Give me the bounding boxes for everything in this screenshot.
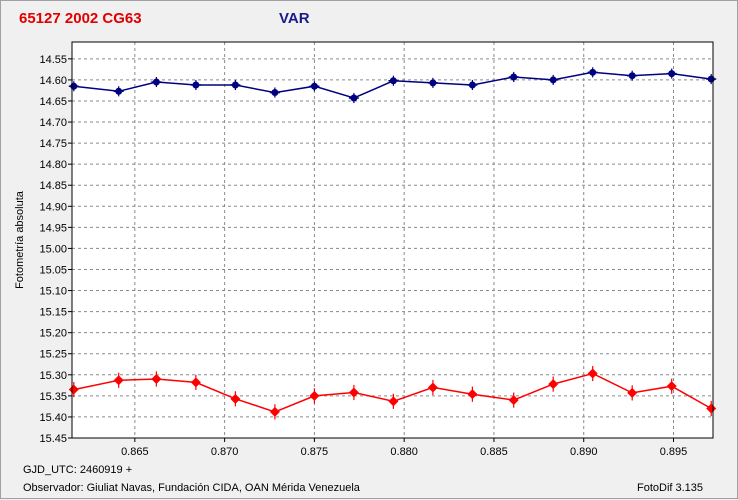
series-0 [68, 67, 717, 104]
y-tick-label: 14.95 [39, 222, 67, 234]
y-tick-label: 14.70 [39, 117, 67, 129]
y-tick-label: 15.15 [39, 307, 67, 319]
data-point [151, 374, 162, 385]
x-tick-label: 0.885 [480, 446, 508, 458]
series-layer [68, 67, 717, 420]
data-point [508, 395, 519, 406]
y-tick-label: 15.25 [39, 349, 67, 361]
y-tick-label: 15.30 [39, 370, 67, 382]
data-point [666, 381, 677, 392]
y-tick-label: 15.05 [39, 264, 67, 276]
data-point [388, 396, 399, 407]
y-tick-label: 14.55 [39, 54, 67, 66]
object-title: 65127 2002 CG63 [19, 10, 142, 27]
y-axis-label: Fotometría absoluta [14, 190, 26, 289]
data-point [427, 382, 438, 393]
data-point [230, 393, 241, 404]
y-tick-label: 14.65 [39, 96, 67, 108]
x-tick-label: 0.890 [570, 446, 598, 458]
y-tick-label: 15.45 [39, 433, 67, 445]
x-tick-label: 0.870 [211, 446, 239, 458]
x-tick-label: 0.895 [660, 446, 688, 458]
data-point [68, 384, 79, 395]
data-point [548, 379, 559, 390]
data-point [269, 406, 280, 417]
y-tick-label: 15.10 [39, 286, 67, 298]
series-1 [68, 365, 717, 420]
y-axis-ticks: 14.55 14.60 14.65 14.70 14.75 14.80 14.85 14.90… [39, 54, 72, 445]
data-point [190, 377, 201, 388]
gjd-label: GJD_UTC: 2460919 + [23, 464, 133, 476]
y-tick-label: 14.80 [39, 159, 67, 171]
x-axis-ticks: 0.865 0.870 0.875 0.880 0.885 0.890 0.895 [121, 438, 687, 458]
y-tick-label: 14.60 [39, 75, 67, 87]
y-tick-label: 15.00 [39, 243, 67, 255]
observer-credit: Observador: Giuliat Navas, Fundación CID… [23, 482, 360, 494]
plot-area [72, 42, 713, 438]
plot-border [71, 41, 714, 439]
x-tick-label: 0.875 [301, 446, 329, 458]
data-point [113, 375, 124, 386]
series-title: VAR [279, 10, 310, 27]
x-tick-label: 0.865 [121, 446, 149, 458]
data-point [348, 387, 359, 398]
data-point [467, 389, 478, 400]
data-point [627, 387, 638, 398]
gridlines [72, 42, 713, 439]
y-tick-label: 14.90 [39, 201, 67, 213]
y-tick-label: 15.35 [39, 391, 67, 403]
data-point [309, 390, 320, 401]
y-tick-label: 15.40 [39, 412, 67, 424]
data-point [587, 368, 598, 379]
software-version: FotoDif 3.135 [637, 482, 704, 494]
y-tick-label: 15.20 [39, 328, 67, 340]
y-tick-label: 14.75 [39, 138, 67, 150]
x-tick-label: 0.880 [390, 446, 418, 458]
data-point [706, 403, 717, 414]
y-tick-label: 14.85 [39, 180, 67, 192]
